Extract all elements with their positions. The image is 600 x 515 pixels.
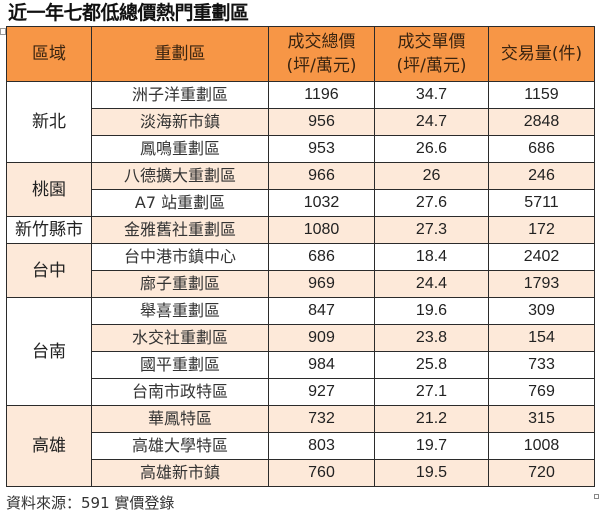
unit-price-cell: 19.5 bbox=[374, 459, 489, 487]
unit-price-cell: 19.7 bbox=[374, 432, 489, 460]
header-unit-price: 成交單價 (坪/萬元) bbox=[374, 26, 489, 82]
zone-cell: 廍子重劃區 bbox=[91, 270, 269, 298]
zone-cell: 台南市政特區 bbox=[91, 378, 269, 406]
unit-price-cell: 23.8 bbox=[374, 324, 489, 352]
table-row: 台南市政特區 927 27.1 769 bbox=[7, 378, 595, 406]
table-row: 廍子重劃區 969 24.4 1793 bbox=[7, 270, 595, 298]
header-total-price-line2: (坪/萬元) bbox=[286, 56, 357, 76]
table-row: 台南 舉喜重劃區 847 19.6 309 bbox=[6, 297, 595, 406]
table-row: 水交社重劃區 909 23.8 154 bbox=[7, 324, 595, 352]
total-price-cell: 966 bbox=[268, 162, 375, 190]
table-row: 新竹縣市 金雅舊社重劃區 1080 27.3 172 bbox=[6, 216, 595, 244]
document-title: 近一年七都低總價熱門重劃區 bbox=[8, 2, 249, 24]
volume-cell: 309 bbox=[488, 297, 595, 325]
header-unit-price-line1: 成交單價 bbox=[397, 32, 466, 52]
total-price-cell: 732 bbox=[268, 405, 375, 433]
total-price-cell: 1196 bbox=[268, 81, 375, 109]
header-volume: 交易量(件) bbox=[488, 26, 595, 82]
total-price-cell: 953 bbox=[268, 135, 375, 163]
table-row: 鳳鳴重劃區 953 26.6 686 bbox=[7, 135, 595, 163]
total-price-cell: 1080 bbox=[268, 216, 375, 244]
table-row: 高雄大學特區 803 19.7 1008 bbox=[7, 432, 595, 460]
table-row: 高雄 華鳳特區 732 21.2 315 bbox=[6, 405, 595, 487]
volume-cell: 154 bbox=[488, 324, 595, 352]
zone-cell: 淡海新市鎮 bbox=[91, 108, 269, 136]
unit-price-cell: 27.6 bbox=[374, 189, 489, 217]
region-cell: 新竹縣市 bbox=[6, 216, 92, 244]
unit-price-cell: 25.8 bbox=[374, 351, 489, 379]
volume-cell: 315 bbox=[488, 405, 595, 433]
unit-price-cell: 26 bbox=[374, 162, 489, 190]
total-price-cell: 803 bbox=[268, 432, 375, 460]
unit-price-cell: 18.4 bbox=[374, 243, 489, 271]
table-move-handle[interactable] bbox=[0, 28, 6, 35]
volume-cell: 1159 bbox=[488, 81, 595, 109]
header-total-price: 成交總價 (坪/萬元) bbox=[268, 26, 375, 82]
volume-cell: 733 bbox=[488, 351, 595, 379]
region-cell: 高雄 bbox=[6, 405, 92, 487]
unit-price-cell: 27.1 bbox=[374, 378, 489, 406]
zone-cell: 八德擴大重劃區 bbox=[91, 162, 269, 190]
table-row: 淡海新市鎮 956 24.7 2848 bbox=[6, 108, 595, 136]
zone-cell: 水交社重劃區 bbox=[91, 324, 269, 352]
total-price-cell: 984 bbox=[268, 351, 375, 379]
total-price-cell: 847 bbox=[268, 297, 375, 325]
unit-price-cell: 21.2 bbox=[374, 405, 489, 433]
unit-price-cell: 34.7 bbox=[374, 81, 489, 109]
unit-price-cell: 24.4 bbox=[374, 270, 489, 298]
zone-cell: 華鳳特區 bbox=[91, 405, 269, 433]
region-cell: 新北 bbox=[6, 81, 92, 163]
total-price-cell: 686 bbox=[268, 243, 375, 271]
region-cell: 台南 bbox=[6, 297, 92, 406]
header-total-price-line1: 成交總價 bbox=[287, 32, 356, 52]
zone-cell: 舉喜重劃區 bbox=[91, 297, 269, 325]
unit-price-cell: 19.6 bbox=[374, 297, 489, 325]
total-price-cell: 927 bbox=[268, 378, 375, 406]
zone-cell: 洲子洋重劃區 bbox=[91, 81, 269, 109]
unit-price-cell: 27.3 bbox=[374, 216, 489, 244]
total-price-cell: 909 bbox=[268, 324, 375, 352]
zone-cell: 金雅舊社重劃區 bbox=[91, 216, 269, 244]
table-row: 新北 洲子洋重劃區 1196 34.7 1159 bbox=[6, 81, 595, 163]
zone-cell: 國平重劃區 bbox=[91, 351, 269, 379]
total-price-cell: 1032 bbox=[268, 189, 375, 217]
zone-cell: 台中港市鎮中心 bbox=[91, 243, 269, 271]
redevelopment-zone-table: 區域 重劃區 成交總價 (坪/萬元) 成交單價 (坪/萬元) 交易量(件) 新北 洲… bbox=[6, 26, 595, 487]
header-region: 區域 bbox=[6, 26, 92, 82]
zone-cell: A7 站重劃區 bbox=[91, 189, 269, 217]
table-resize-handle[interactable] bbox=[594, 494, 599, 499]
source-note: 資料來源：591 實價登錄 bbox=[6, 494, 175, 512]
region-cell: 台中 bbox=[6, 243, 92, 298]
volume-cell: 769 bbox=[488, 378, 595, 406]
header-row: 區域 重劃區 成交總價 (坪/萬元) 成交單價 (坪/萬元) 交易量(件) bbox=[6, 26, 595, 82]
table-row: A7 站重劃區 1032 27.6 5711 bbox=[7, 189, 595, 217]
volume-cell: 5711 bbox=[488, 189, 595, 217]
table-row: 桃園 八德擴大重劃區 966 26 246 bbox=[6, 162, 595, 217]
volume-cell: 2848 bbox=[488, 108, 595, 136]
unit-price-cell: 26.6 bbox=[374, 135, 489, 163]
table-row: 高雄新市鎮 760 19.5 720 bbox=[7, 459, 595, 487]
header-zone: 重劃區 bbox=[91, 26, 269, 82]
zone-cell: 鳳鳴重劃區 bbox=[91, 135, 269, 163]
region-cell: 桃園 bbox=[6, 162, 92, 217]
zone-cell: 高雄大學特區 bbox=[91, 432, 269, 460]
total-price-cell: 956 bbox=[268, 108, 375, 136]
volume-cell: 720 bbox=[488, 459, 595, 487]
table-row: 國平重劃區 984 25.8 733 bbox=[7, 351, 595, 379]
total-price-cell: 969 bbox=[268, 270, 375, 298]
zone-cell: 高雄新市鎮 bbox=[91, 459, 269, 487]
volume-cell: 686 bbox=[488, 135, 595, 163]
unit-price-cell: 24.7 bbox=[374, 108, 489, 136]
volume-cell: 172 bbox=[488, 216, 595, 244]
header-unit-price-line2: (坪/萬元) bbox=[396, 56, 467, 76]
total-price-cell: 760 bbox=[268, 459, 375, 487]
volume-cell: 2402 bbox=[488, 243, 595, 271]
volume-cell: 246 bbox=[488, 162, 595, 190]
volume-cell: 1793 bbox=[488, 270, 595, 298]
volume-cell: 1008 bbox=[488, 432, 595, 460]
table-row: 台中 台中港市鎮中心 686 18.4 2402 bbox=[6, 243, 595, 298]
